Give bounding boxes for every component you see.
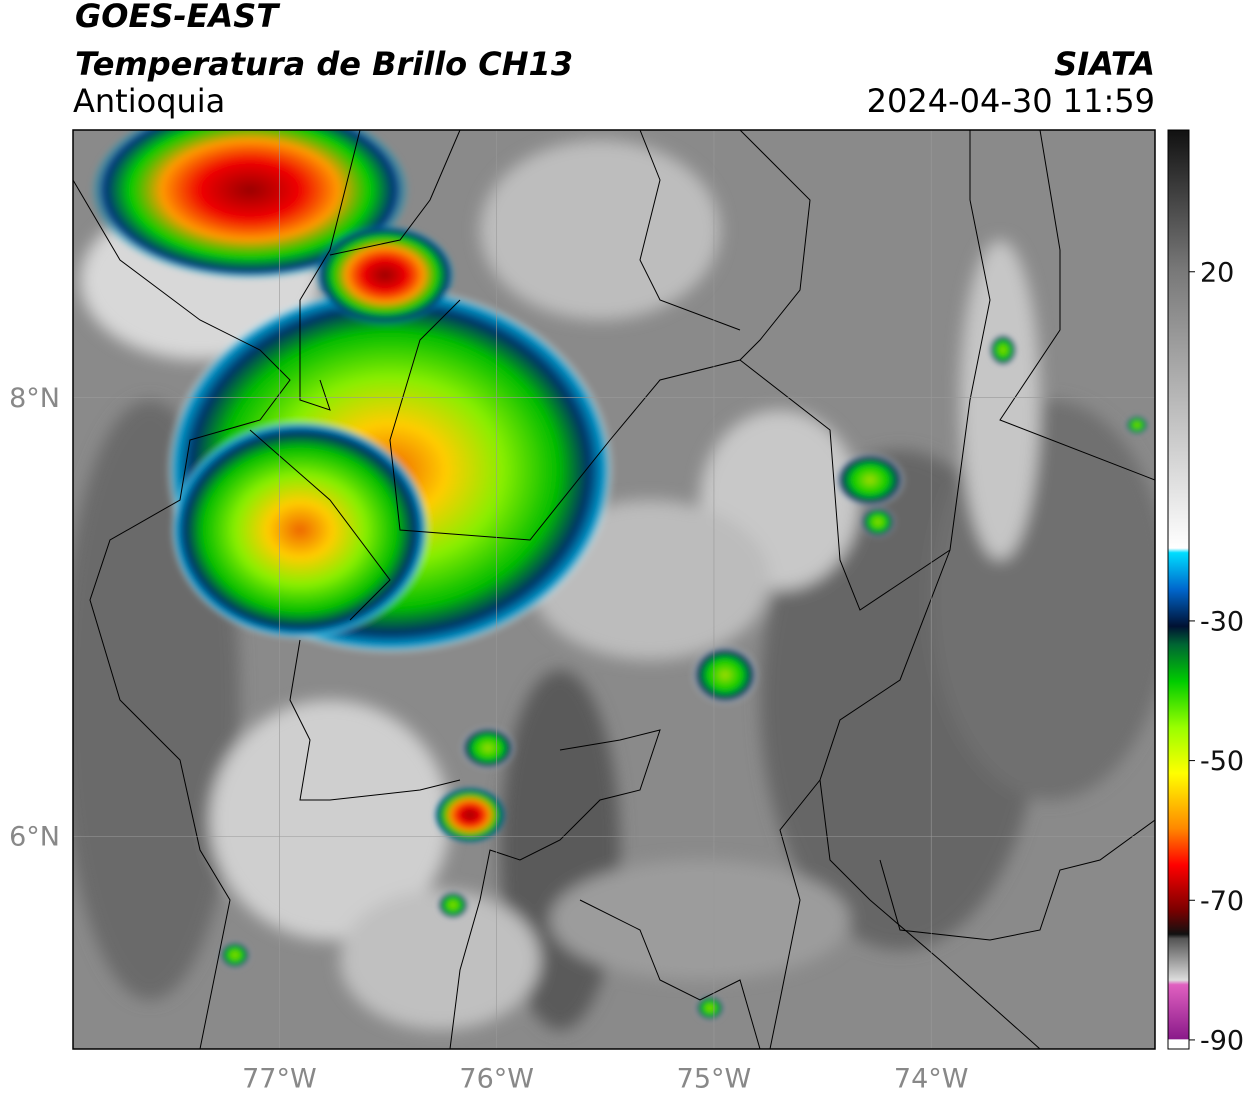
colorbar-tick-label: -70 — [1200, 886, 1244, 917]
subtitle: Temperatura de Brillo CH13 — [75, 45, 573, 83]
satellite-image — [73, 130, 1155, 1049]
lon-tick-label: 76°W — [459, 1064, 534, 1095]
colorbar — [1167, 129, 1190, 1050]
colorbar-tick-label: -30 — [1200, 606, 1244, 637]
colorbar-tick-label: -50 — [1200, 746, 1244, 777]
map-frame — [72, 129, 1156, 1050]
source: SIATA — [1054, 45, 1155, 83]
title: GOES-EAST — [75, 0, 280, 35]
ticks: 77°W 76°W 75°W 74°W 8°N 6°N 20 -30 -50 -70 -90 — [9, 257, 1244, 1094]
grid — [73, 130, 1155, 1049]
lon-tick-label: 77°W — [242, 1064, 317, 1095]
timestamp: 2024-04-30 11:59 — [867, 82, 1155, 120]
lon-tick-label: 74°W — [894, 1064, 969, 1095]
borders — [73, 130, 1155, 1049]
title-block: GOES-EAST Temperatura de Brillo CH13 Ant… — [73, 0, 1155, 120]
lat-tick-label: 8°N — [9, 383, 60, 414]
region: Antioquia — [73, 82, 225, 120]
lon-tick-label: 75°W — [677, 1064, 752, 1095]
colorbar-tick-label: -90 — [1200, 1025, 1244, 1056]
colorbar-tick-label: 20 — [1200, 257, 1234, 288]
lat-tick-label: 6°N — [9, 822, 60, 853]
